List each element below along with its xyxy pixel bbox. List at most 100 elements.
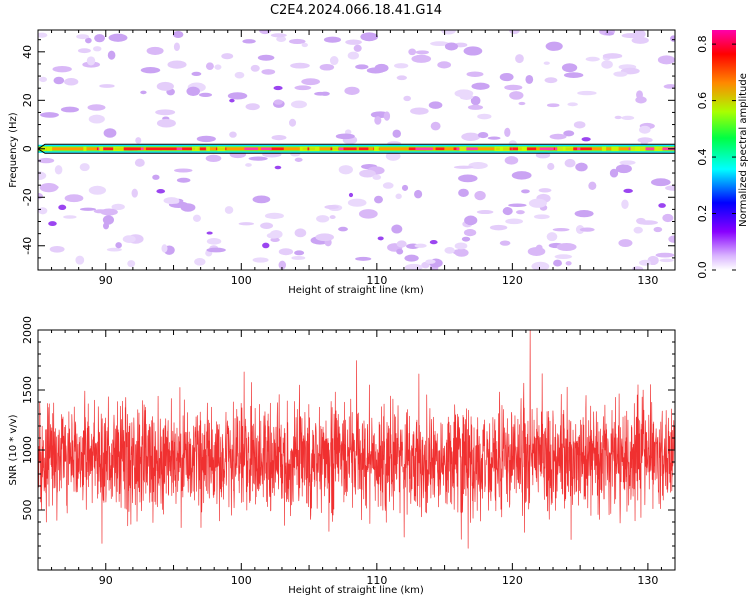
spectrogram-noise-blob [261,69,276,75]
spectrogram-noise-blob [543,61,550,65]
spectrogram-noise-blob [242,39,256,44]
snr-y-tick-label: 1000 [21,436,34,464]
spectrogram-noise-blob [458,188,469,197]
spectrogram-noise-blob [609,168,619,178]
spectrogram-noise-blob [477,113,492,120]
spectrogram-y-axis-label: Frequency (Hz) [8,112,19,188]
spectrogram-noise-blob [260,222,274,229]
spectrogram-noise-blob [466,71,484,77]
spectrogram-noise-blob [619,160,636,165]
spectrogram-noise-blob [106,247,122,252]
spectrogram-noise-blob [355,256,372,261]
spectrogram-noise-blob [525,75,534,84]
spectrogram-noise-blob [38,157,55,164]
spectrogram-noise-blob [134,158,145,167]
spectrogram-noise-blob [221,53,234,60]
spectrogram-noise-blob [49,185,59,190]
spectrogram-noise-blob [408,48,417,56]
spectrogram-noise-blob [38,32,48,38]
spectrogram-noise-blob [238,222,255,226]
spectrogram-noise-blob [404,254,419,262]
spectrogram-noise-blob [547,162,555,171]
spectrogram-noise-blob [428,101,443,109]
spectrogram-noise-blob [546,103,560,108]
spectrogram-noise-blob [294,85,312,91]
spectrogram-noise-blob [252,257,269,263]
spectrogram-noise-blob [127,260,136,268]
spectrogram-noise-blob [437,61,452,69]
spectrogram-strong-spot [623,188,633,193]
spectrogram-noise-blob [461,236,471,242]
spectrogram-noise-blob [504,127,511,138]
spectrogram-noise-blob [115,242,122,249]
snr-y-tick-label: 2000 [21,316,34,344]
spectrogram-noise-blob [140,67,161,74]
colorbar-tick-label: 0.8 [696,35,709,53]
spectrogram-noise-blob [561,63,578,73]
spectrogram-strong-spot [58,204,67,211]
spectrogram-noise-blob [621,115,635,120]
spectrogram-noise-blob [528,198,547,208]
spectrogram-noise-blob [294,157,303,162]
spectrogram-noise-blob [499,240,511,246]
spectrogram-noise-blob [360,32,379,42]
spectrogram-noise-blob [288,38,306,45]
spectrogram-noise-blob [396,75,407,81]
band-yellow-segment [217,146,226,151]
spectrogram-noise-blob [604,31,615,36]
spectrogram-noise-blob [453,165,474,169]
spectrogram-noise-blob [192,214,201,222]
spectrogram-noise-blob [588,181,597,190]
band-yellow-segment [374,146,380,151]
spectrogram-noise-blob [338,165,353,175]
spectrogram-noise-blob [355,64,369,70]
spectrogram-noise-blob [54,165,63,175]
spectrogram-noise-blob [270,33,287,38]
spectrogram-noise-blob [662,213,674,223]
spectrogram-noise-blob [636,90,643,100]
spectrogram-noise-blob [374,195,383,204]
spectrogram-noise-blob [301,42,308,48]
spectrogram-noise-blob [273,99,283,105]
spectrogram-noise-blob [290,100,307,109]
spectrogram-noise-blob [414,243,427,248]
spectrogram-noise-blob [415,50,429,55]
snr-x-tick-label: 90 [99,574,113,587]
spectrogram-noise-blob [467,104,484,110]
spectrogram-strong-spot [273,85,283,91]
band-yellow-segment [634,146,646,151]
band-hot-segment [244,147,259,151]
spectrogram-noise-blob [93,46,102,52]
snr-panel: 90 100 110 120 130 500 1000 1500 2000 Height of… [8,316,676,596]
spectrogram-noise-blob [549,133,567,140]
spectrogram-noise-blob [227,92,248,100]
spectrogram-noise-blob [347,51,360,60]
spectrogram-noise-blob [565,261,572,266]
spectrogram-noise-blob [554,254,573,260]
spectrogram-noise-blob [87,104,106,111]
spectrogram-noise-blob [323,36,342,43]
spectrogram-noise-blob [111,203,125,211]
spectrogram-noise-blob [410,107,429,115]
spectrogram-noise-blob [85,37,92,44]
spectrogram-noise-blob [396,248,404,255]
spectrogram-noise-blob [463,229,477,237]
spectrogram-noise-blob [39,76,48,83]
spectrogram-noise-blob [39,182,59,193]
band-yellow-segment [654,146,663,151]
spectrogram-strong-spot [658,203,666,208]
spectrogram-noise-blob [615,164,632,174]
band-yellow-segment [309,146,320,151]
spectrogram-noise-blob [172,30,184,39]
spectrogram-noise-blob [205,154,222,163]
spectrogram-noise-blob [391,224,403,234]
spectrogram-x-tick-label: 100 [231,274,252,287]
spectrogram-noise-blob [135,137,142,144]
spectrogram-noise-blob [234,71,245,79]
spectrogram-noise-blob [205,62,214,70]
spectrogram-noise-blob [546,232,558,242]
spectrogram-noise-blob [140,90,147,95]
band-hot-segment [639,147,656,151]
spectrogram-noise-blob [214,64,222,70]
